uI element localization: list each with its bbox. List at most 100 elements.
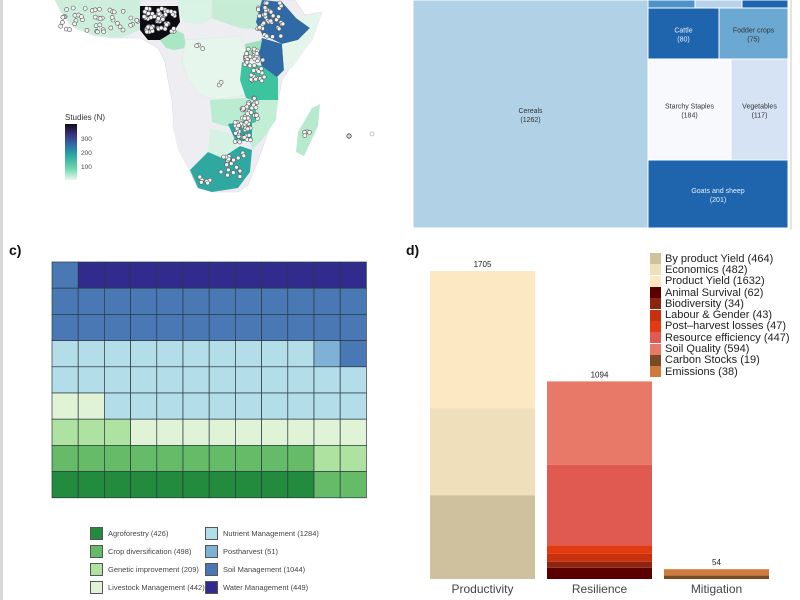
outcome-legend-item: Soil Quality (594) xyxy=(650,343,790,355)
x-tick-label-resilience: Resilience xyxy=(572,582,628,596)
waffle-cell-livestock-management xyxy=(235,418,262,446)
waffle-cell-nutrient-management xyxy=(313,366,341,394)
waffle-cell-crop-diversification xyxy=(77,445,105,472)
bar-total-label: 54 xyxy=(712,558,721,567)
study-point xyxy=(194,43,199,49)
panel-c-waffle xyxy=(51,261,367,499)
waffle-cell-nutrient-management xyxy=(130,366,158,394)
waffle-cell-nutrient-management xyxy=(339,392,367,420)
study-point xyxy=(232,139,238,144)
study-point xyxy=(148,15,154,20)
legend-label: Product Yield (1632) xyxy=(665,275,765,288)
study-point xyxy=(128,15,134,21)
study-point xyxy=(97,22,103,28)
waffle-cell-soil-management xyxy=(77,314,105,341)
waffle-cell-livestock-management xyxy=(182,418,210,446)
waffle-legend-item: Genetic improvement (209) xyxy=(90,563,199,576)
study-point xyxy=(369,131,375,137)
waffle-cell-soil-management xyxy=(313,314,341,341)
study-point xyxy=(242,116,247,121)
waffle-cell-agroforestry xyxy=(261,471,289,499)
study-point xyxy=(241,106,246,111)
treemap-label-starchy-staples: Starchy Staples xyxy=(665,104,715,111)
study-point xyxy=(109,15,115,20)
study-point xyxy=(144,29,150,35)
study-point xyxy=(245,126,251,132)
study-point xyxy=(92,14,98,20)
study-point xyxy=(237,168,243,174)
study-point xyxy=(199,180,204,185)
waffle-cell-water-management xyxy=(77,261,105,289)
waffle-cell-water-management xyxy=(313,261,341,289)
outcome-legend-item: Emissions (38) xyxy=(650,366,790,378)
bar-total-label: 1094 xyxy=(591,370,609,379)
study-point xyxy=(254,51,260,56)
study-point xyxy=(257,25,263,30)
study-point xyxy=(197,174,203,180)
study-point xyxy=(280,21,286,27)
waffle-legend-item: Livestock Management (442) xyxy=(90,581,205,594)
waffle-cell-postharvest xyxy=(313,340,341,368)
outcome-legend: By product Yield (464) Economics (482) Pro… xyxy=(650,253,790,378)
waffle-cell-soil-management xyxy=(130,314,158,341)
study-point xyxy=(234,165,239,170)
waffle-cell-soil-management xyxy=(339,314,367,341)
waffle-cell-nutrient-management xyxy=(104,392,131,420)
waffle-cell-water-management xyxy=(104,261,131,289)
study-point xyxy=(244,51,249,56)
waffle-cell-water-management xyxy=(339,261,367,289)
x-tick-label-mitigation: Mitigation xyxy=(691,582,742,596)
waffle-cell-agroforestry xyxy=(156,471,184,499)
waffle-cell-soil-management xyxy=(156,287,184,315)
waffle-cell-livestock-management xyxy=(156,418,184,446)
legend-swatch xyxy=(650,343,661,355)
waffle-cell-crop-diversification xyxy=(104,445,131,472)
study-point xyxy=(255,58,260,64)
waffle-legend-item: Agroforestry (426) xyxy=(90,527,168,540)
waffle-cell-water-management xyxy=(208,261,236,289)
waffle-cell-soil-management xyxy=(287,314,315,341)
waffle-cell-crop-diversification xyxy=(182,445,210,472)
region-somalia xyxy=(282,12,322,70)
waffle-cell-livestock-management xyxy=(287,418,315,446)
study-point xyxy=(162,26,168,32)
legend-label: Animal Survival (62) xyxy=(665,286,764,299)
study-point xyxy=(236,123,241,128)
waffle-cell-nutrient-management xyxy=(130,392,158,420)
region-zambia xyxy=(210,98,252,128)
waffle-cell-soil-management xyxy=(261,314,289,341)
study-point xyxy=(264,33,270,39)
legend-swatch xyxy=(650,309,661,321)
treemap-value-cattle: (80) xyxy=(677,37,689,44)
legend-swatch xyxy=(650,366,661,378)
outcome-legend-item: Economics (482) xyxy=(650,263,790,276)
study-point xyxy=(276,26,282,32)
waffle-cell-livestock-management xyxy=(130,418,158,446)
study-point xyxy=(158,25,164,31)
study-point xyxy=(248,72,254,78)
left-border xyxy=(0,0,3,600)
legend-label: Water Management (449) xyxy=(223,583,309,592)
panel-label-c: c) xyxy=(9,242,22,258)
treemap-tile-starchy-staples xyxy=(647,58,732,161)
study-point xyxy=(253,105,259,110)
treemap-value-cereals: (1262) xyxy=(520,117,540,124)
waffle-cell-nutrient-management xyxy=(51,366,79,394)
bar-segment-labour-gender xyxy=(547,553,652,562)
study-point xyxy=(171,26,176,31)
waffle-cell-nutrient-management xyxy=(208,366,236,394)
treemap-tile-partial xyxy=(741,0,788,9)
waffle-cell-soil-management xyxy=(77,287,105,315)
treemap-value-goats-and-sheep: (201) xyxy=(710,197,726,204)
legend-swatch xyxy=(205,527,218,540)
legend-label: Economics (482) xyxy=(665,263,748,276)
waffle-cell-agroforestry xyxy=(235,471,262,499)
study-point xyxy=(115,20,120,26)
bar-segment-carbon-stocks xyxy=(664,575,769,579)
waffle-cell-soil-management xyxy=(130,287,158,315)
waffle-cell-crop-diversification xyxy=(51,445,79,472)
waffle-cell-nutrient-management xyxy=(156,366,184,394)
waffle-cell-soil-management xyxy=(156,314,184,341)
legend-swatch xyxy=(205,581,218,594)
